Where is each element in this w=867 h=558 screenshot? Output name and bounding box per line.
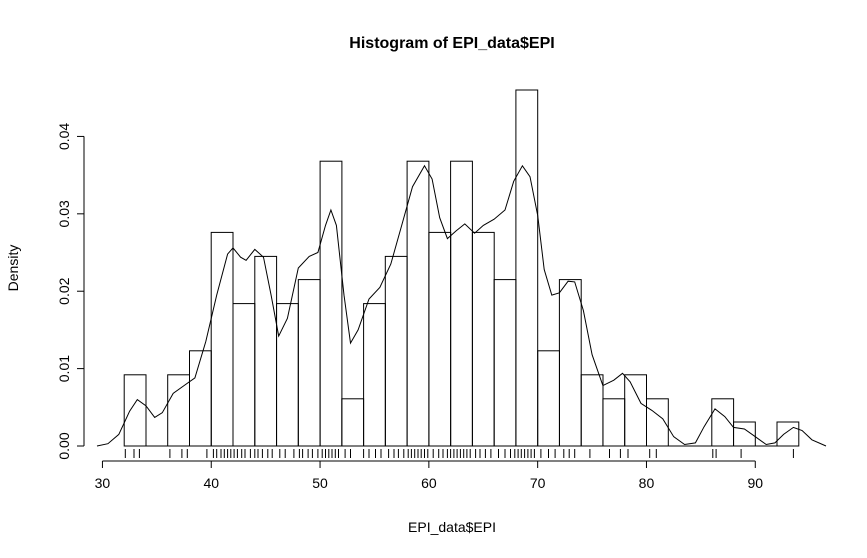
histogram-bar (624, 374, 648, 447)
histogram-bar (232, 303, 256, 447)
y-tick-label: 0.02 (56, 277, 72, 304)
x-tick-label: 70 (530, 475, 546, 491)
density-curve (96, 164, 827, 447)
y-tick-label: 0.01 (56, 355, 72, 382)
histogram-bar (471, 231, 495, 447)
histogram-bar (319, 160, 343, 447)
histogram-bar (341, 398, 365, 447)
x-axis-label: EPI_data$EPI (408, 519, 496, 535)
histogram-bar (428, 231, 452, 447)
x-tick-label: 30 (95, 475, 111, 491)
histogram-bar (580, 374, 604, 447)
histogram-bar (210, 231, 234, 447)
y-axis-label: Density (5, 245, 21, 292)
x-tick-label: 80 (639, 475, 655, 491)
x-axis: 30 40 50 60 70 80 90 (95, 460, 763, 491)
histogram-bar (167, 374, 190, 447)
histogram-bars (123, 89, 800, 447)
histogram-bar (254, 255, 278, 447)
histogram-bar (493, 279, 517, 447)
histogram-bar (363, 303, 386, 447)
histogram-bar (711, 398, 735, 447)
histogram-bar (189, 350, 212, 447)
histogram-bar (276, 303, 299, 447)
histogram-bar (776, 421, 800, 447)
chart-title: Histogram of EPI_data$EPI (349, 35, 554, 52)
histogram-bar (558, 279, 582, 447)
y-tick-label: 0.03 (56, 200, 72, 227)
x-tick-label: 50 (312, 475, 328, 491)
histogram-bar (123, 374, 147, 447)
histogram-bar (537, 350, 561, 447)
y-tick-label: 0.00 (56, 432, 72, 459)
x-tick-label: 90 (747, 475, 763, 491)
y-tick-label: 0.04 (56, 123, 72, 150)
x-tick-label: 40 (203, 475, 219, 491)
histogram-bar (602, 398, 626, 447)
histogram-bar (297, 279, 321, 447)
histogram-bar (515, 89, 539, 447)
histogram-bar (406, 160, 430, 447)
histogram-bar (450, 160, 473, 447)
histogram-bar (384, 255, 408, 447)
y-axis: 0.00 0.01 0.02 0.03 0.04 (56, 123, 85, 460)
rug-marks (124, 449, 794, 458)
x-tick-label: 60 (421, 475, 437, 491)
